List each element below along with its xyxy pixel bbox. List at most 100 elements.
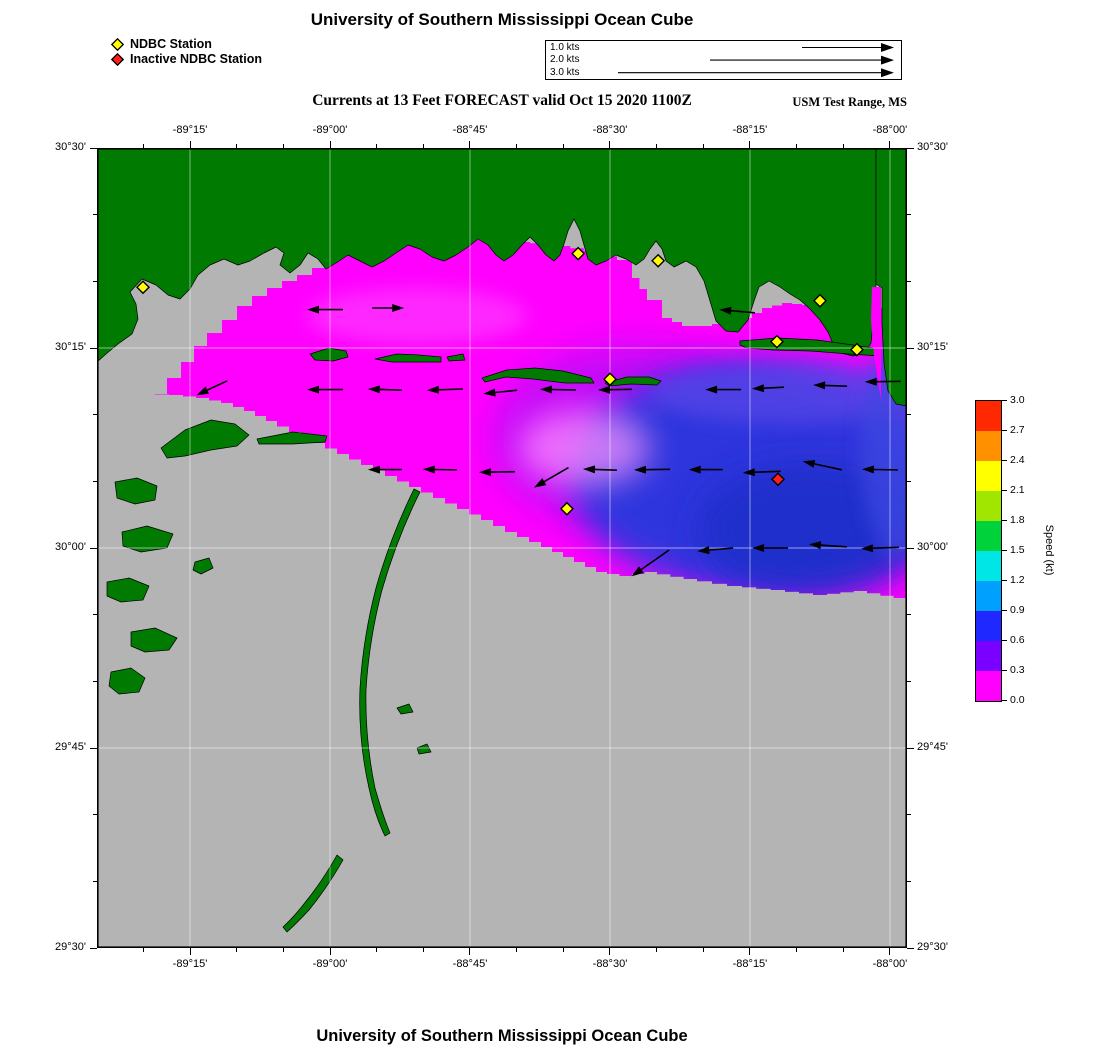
x-axis-tick — [189, 948, 191, 955]
x-axis-tick — [889, 948, 891, 955]
y-axis-minor-tick — [93, 614, 97, 616]
colorbar-tick — [1002, 519, 1007, 521]
current-vector-head — [808, 541, 822, 550]
current-vector-head — [533, 478, 547, 488]
footer-title: University of Southern Mississippi Ocean… — [316, 1027, 688, 1045]
scale-arrow-head — [881, 43, 894, 52]
graticule — [97, 148, 907, 948]
current-vector-head — [742, 468, 755, 477]
barrier-island — [374, 353, 442, 363]
current-vector-head — [697, 546, 710, 555]
station-legend: NDBC Station Inactive NDBC Station — [111, 37, 262, 67]
current-vector-head — [367, 385, 380, 394]
y-axis-minor-tick — [907, 680, 911, 682]
x-axis-tick-label: -88°00' — [872, 958, 908, 970]
marsh-island — [130, 627, 178, 653]
mainland-coast — [96, 147, 877, 363]
x-axis-minor-tick — [562, 144, 564, 148]
x-axis-tick-label: -88°15' — [732, 958, 768, 970]
y-axis-minor-tick — [907, 814, 911, 816]
x-axis-tick-label: -89°00' — [312, 124, 348, 136]
y-axis-tick-label: 29°30' — [917, 941, 948, 953]
x-axis-minor-tick — [236, 144, 238, 148]
x-axis-tick-label: -89°00' — [312, 958, 348, 970]
colorbar-tick — [1002, 399, 1007, 401]
x-axis-tick — [329, 141, 331, 148]
colorbar-tick-label: 1.5 — [1010, 543, 1025, 556]
x-axis-tick-label: -88°30' — [592, 124, 628, 136]
x-axis-tick — [469, 948, 471, 955]
x-axis-tick — [749, 948, 751, 955]
x-axis-minor-tick — [282, 948, 284, 952]
x-axis-minor-tick — [422, 948, 424, 952]
colorbar-tick — [1002, 459, 1007, 461]
x-axis-tick-label: -88°45' — [452, 958, 488, 970]
y-axis-tick-label: 30°00' — [917, 541, 948, 553]
y-axis-tick — [90, 947, 97, 949]
y-axis-minor-tick — [93, 880, 97, 882]
scale-row-label: 1.0 kts — [550, 41, 580, 53]
x-axis-minor-tick — [842, 144, 844, 148]
x-axis-minor-tick — [516, 144, 518, 148]
colorbar-segment — [976, 491, 1001, 521]
current-vector — [709, 547, 734, 551]
y-axis-tick — [90, 347, 97, 349]
legend-row: Inactive NDBC Station — [111, 52, 262, 67]
colorbar-tick-label: 0.9 — [1010, 603, 1025, 616]
colorbar — [975, 400, 1002, 702]
colorbar-label: Speed (kt) — [1043, 524, 1055, 576]
x-axis-minor-tick — [142, 144, 144, 148]
x-axis-tick-label: -89°15' — [172, 124, 208, 136]
y-axis-tick — [907, 547, 914, 549]
current-vector — [872, 546, 899, 549]
scale-arrow-head — [881, 68, 894, 78]
current-vector-head — [367, 465, 380, 474]
colorbar-segment — [976, 551, 1001, 581]
current-vector — [814, 463, 842, 471]
land-layer — [96, 147, 908, 933]
current-vector — [754, 470, 781, 473]
ship-channel — [871, 287, 881, 400]
ndbc-station-marker — [849, 342, 864, 357]
colorbar-segment — [976, 431, 1001, 461]
current-vector — [731, 309, 756, 314]
current-vector-head — [392, 304, 405, 312]
current-vector-head — [598, 385, 611, 394]
x-axis-tick — [469, 141, 471, 148]
y-axis-tick-label: 29°45' — [55, 741, 86, 753]
y-axis-tick-label: 29°45' — [917, 741, 948, 753]
x-axis-minor-tick — [282, 144, 284, 148]
colorbar-tick-label: 2.7 — [1010, 423, 1025, 436]
red-diamond-icon — [111, 53, 124, 66]
scale-arrow-head — [881, 55, 894, 65]
current-vector-head — [422, 465, 435, 474]
y-axis-tick-label: 30°15' — [55, 341, 86, 353]
colorbar-tick-label: 0.6 — [1010, 633, 1025, 646]
y-axis-tick-label: 29°30' — [55, 941, 86, 953]
colorbar-segment — [976, 641, 1001, 671]
current-vector-head — [307, 385, 319, 394]
chandeleur-islands — [359, 488, 421, 837]
y-axis-minor-tick — [93, 814, 97, 816]
current-vector-head — [861, 465, 874, 474]
current-vector-head — [813, 381, 826, 390]
current-vector-head — [631, 566, 644, 577]
x-axis-minor-tick — [796, 948, 798, 952]
x-axis-minor-tick — [236, 948, 238, 952]
y-axis-tick — [907, 147, 914, 149]
map-canvas — [96, 147, 908, 949]
range-label: USM Test Range, MS — [792, 95, 907, 109]
yellow-diamond-icon — [111, 38, 124, 51]
x-axis-tick — [749, 141, 751, 148]
y-axis-minor-tick — [907, 480, 911, 482]
legend-label: Inactive NDBC Station — [130, 52, 262, 66]
current-vector — [495, 389, 518, 394]
y-axis-minor-tick — [907, 414, 911, 416]
x-axis-minor-tick — [376, 948, 378, 952]
barrier-island — [481, 367, 595, 384]
colorbar-tick — [1002, 609, 1007, 611]
current-vector-head — [426, 385, 439, 394]
current-vector-head — [634, 465, 647, 474]
y-axis-minor-tick — [907, 280, 911, 282]
current-vector-head — [478, 468, 491, 477]
